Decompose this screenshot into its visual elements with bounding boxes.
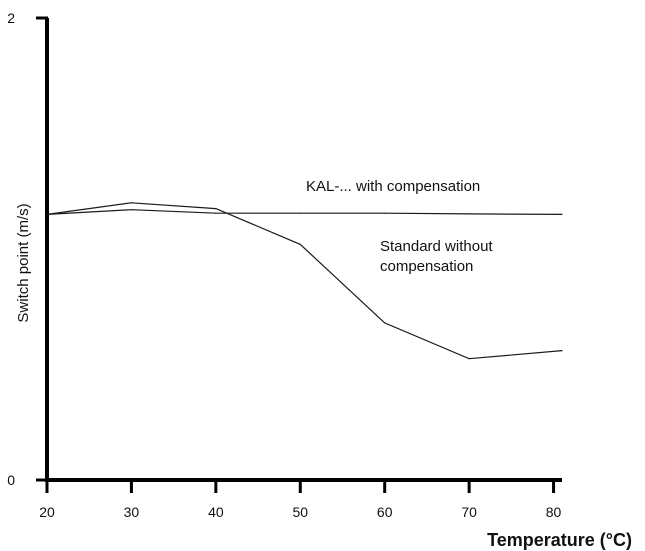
series-label-kal: KAL-... with compensation — [306, 178, 480, 195]
series-1-point-2 — [215, 207, 217, 210]
x-tick-label-40: 40 — [208, 504, 224, 520]
series-1-point-1 — [130, 202, 133, 204]
y-tick-label-top: 2 — [7, 10, 15, 26]
series-1-point-4 — [384, 322, 386, 324]
series-0-point-6 — [561, 213, 563, 215]
x-tick-label-30: 30 — [124, 504, 140, 520]
series-1-point-5 — [468, 358, 470, 360]
x-tick-label-20: 20 — [39, 504, 55, 520]
series-0-point-4 — [384, 212, 386, 214]
series-0-point-2 — [215, 212, 217, 214]
x-tick-label-50: 50 — [292, 504, 308, 520]
series-label-standard-line1: Standard without — [380, 238, 493, 255]
x-axis-title: Temperature (°C) — [487, 530, 632, 550]
series-0-point-5 — [468, 213, 470, 215]
x-tick-label-70: 70 — [461, 504, 477, 520]
x-ticks: 20 30 40 50 60 70 80 — [39, 480, 562, 520]
x-tick-label-60: 60 — [377, 504, 393, 520]
series-lines — [46, 202, 563, 360]
series-1-point-3 — [299, 243, 301, 245]
y-tick-label-bottom: 0 — [7, 472, 15, 488]
series-0-point-3 — [299, 212, 301, 214]
x-tick-label-80: 80 — [546, 504, 562, 520]
series-line-1 — [46, 202, 563, 360]
y-axis-title: Switch point (m/s) — [15, 203, 32, 322]
series-label-standard-line2: compensation — [380, 258, 473, 275]
series-1-point-0 — [46, 213, 48, 215]
series-0-point-1 — [130, 209, 133, 211]
series-line-0 — [46, 209, 563, 215]
series-label-standard: Standard without compensation — [380, 238, 497, 275]
series-1-point-6 — [561, 350, 563, 352]
